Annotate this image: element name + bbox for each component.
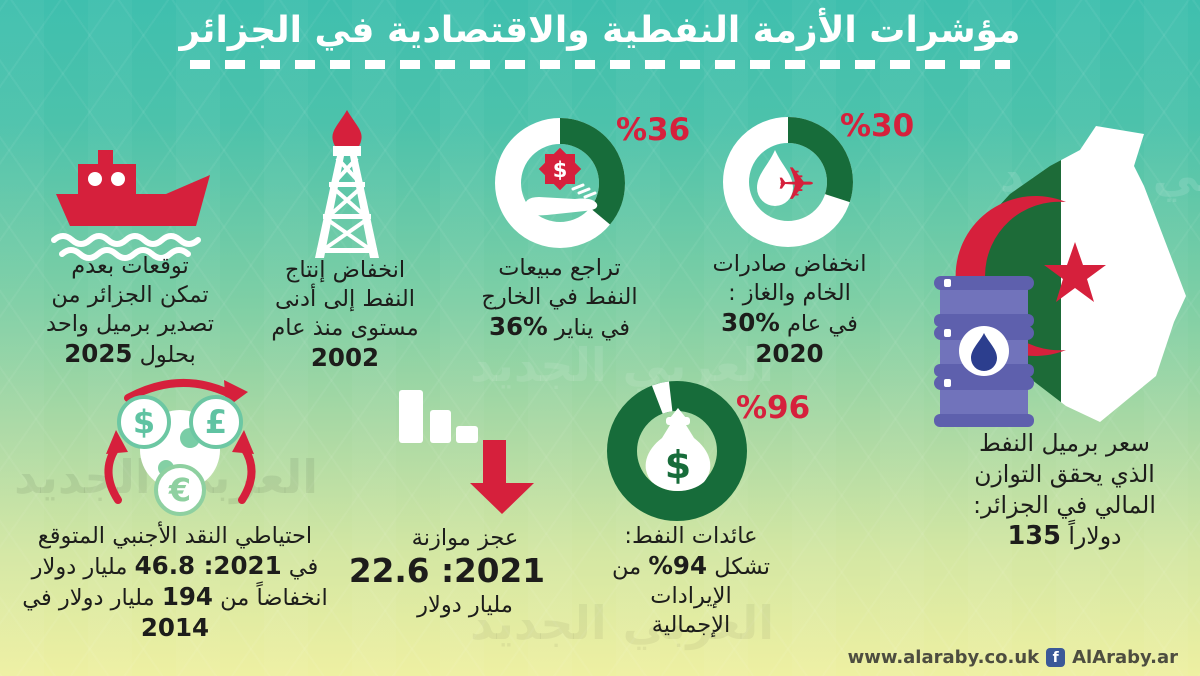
- oil-sales-caption: تراجع مبيعات النفط في الخارج 36% في يناير: [481, 255, 638, 341]
- facebook-icon[interactable]: f: [1046, 648, 1066, 667]
- oil-revenues-donut-chart: [607, 381, 747, 521]
- hand-dollar-icon: $: [524, 147, 598, 216]
- pound-icon: £: [205, 403, 227, 441]
- footer: www.alaraby.co.uk f AlAraby.ar: [848, 647, 1178, 668]
- oil-revenues-percent-label: %96: [736, 390, 811, 426]
- euro-icon: €: [168, 471, 191, 509]
- down-arrow-icon: [483, 440, 506, 485]
- money-bag-icon: $: [645, 408, 711, 491]
- oil-drop-icon: [971, 333, 997, 371]
- facebook-handle[interactable]: AlAraby.ar: [1072, 647, 1178, 668]
- oil-drop-icon: [757, 150, 793, 206]
- oil-revenues-caption: عائدات النفط: تشكل 94% من الإيرادات الإجمال…: [612, 523, 770, 638]
- exports-percent-label: %30: [840, 108, 915, 144]
- deficit-bars-icon: [399, 390, 534, 514]
- exports-donut-chart: [723, 117, 853, 247]
- exports-caption: انخفاض صادرات الخام والغاز :30% في عام 202…: [712, 251, 867, 368]
- oil-drop-plane-icon: ✈: [757, 150, 816, 211]
- oil-sales-percent-label: %36: [616, 112, 691, 148]
- oil-sales-donut-chart: [495, 118, 625, 248]
- dollar-icon: $: [553, 158, 568, 182]
- oil-derrick-icon: [315, 110, 379, 258]
- fx-reserves-caption: احتياطي النقد الأجنبي المتوقع في 2021: 46…: [22, 523, 328, 642]
- derrick-caption: انخفاض إنتاج النفط إلى أدنى مستوى منذ عام 2…: [271, 257, 419, 372]
- website-url[interactable]: www.alaraby.co.uk: [847, 647, 1040, 668]
- title-underline: [190, 60, 1010, 69]
- plane-icon: ✈: [777, 157, 816, 211]
- barrel-price-caption: سعر برميل النفط الذي يحقق التوازن المالي ف…: [973, 429, 1156, 551]
- flame-icon: [332, 110, 362, 153]
- ship-caption: توقعات بعدم تمكن الجزائر من تصدير برميل وا…: [46, 253, 214, 368]
- page-title: مؤشرات الأزمة النفطية والاقتصادية في الج…: [179, 10, 1021, 51]
- oil-barrels-icon: [934, 276, 1034, 427]
- ship-icon: [51, 150, 210, 261]
- budget-deficit-caption: عجز موازنة 2021: 22.6 مليار دولار: [348, 525, 545, 618]
- dollar-icon: $: [133, 403, 155, 441]
- star-icon: [1044, 242, 1106, 302]
- algeria-map-flag: [954, 126, 1186, 422]
- currency-exchange-icon: $ £ €: [104, 378, 256, 516]
- dollar-icon: $: [665, 443, 691, 487]
